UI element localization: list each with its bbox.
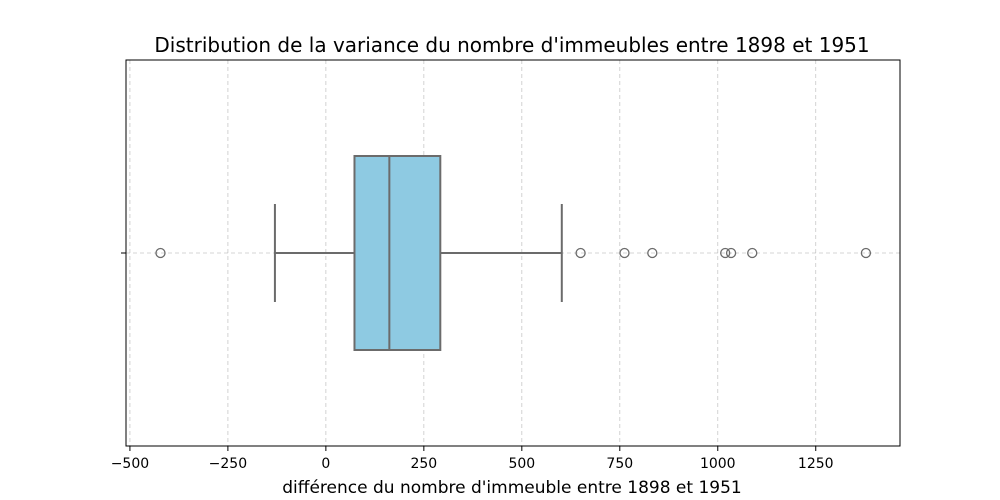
outlier-point: [720, 247, 731, 259]
outlier-point: [860, 247, 872, 259]
outlier-point: [155, 247, 166, 259]
x-tick-label: 250: [410, 456, 437, 472]
x-axis-label: différence du nombre d'immeuble entre 18…: [282, 478, 741, 498]
outlier-point: [647, 247, 658, 259]
outlier-point: [575, 247, 586, 259]
iqr-box: [353, 155, 442, 351]
outlier-point: [747, 247, 758, 259]
x-tick-label: 500: [508, 456, 535, 472]
box-plot: [155, 155, 872, 351]
outlier-point: [619, 247, 630, 259]
x-tick-label: −250: [209, 456, 247, 472]
x-axis-ticks: −500 −250 0 250 500 750 1000 1250: [111, 446, 834, 472]
x-tick-label: 750: [606, 456, 633, 472]
x-tick-label: 1250: [798, 456, 834, 472]
outlier-point: [725, 247, 737, 259]
x-tick-label: 1000: [700, 456, 736, 472]
chart-title: Distribution de la variance du nombre d'…: [154, 33, 869, 57]
x-tick-label: 0: [321, 456, 330, 472]
x-tick-label: −500: [111, 456, 149, 472]
